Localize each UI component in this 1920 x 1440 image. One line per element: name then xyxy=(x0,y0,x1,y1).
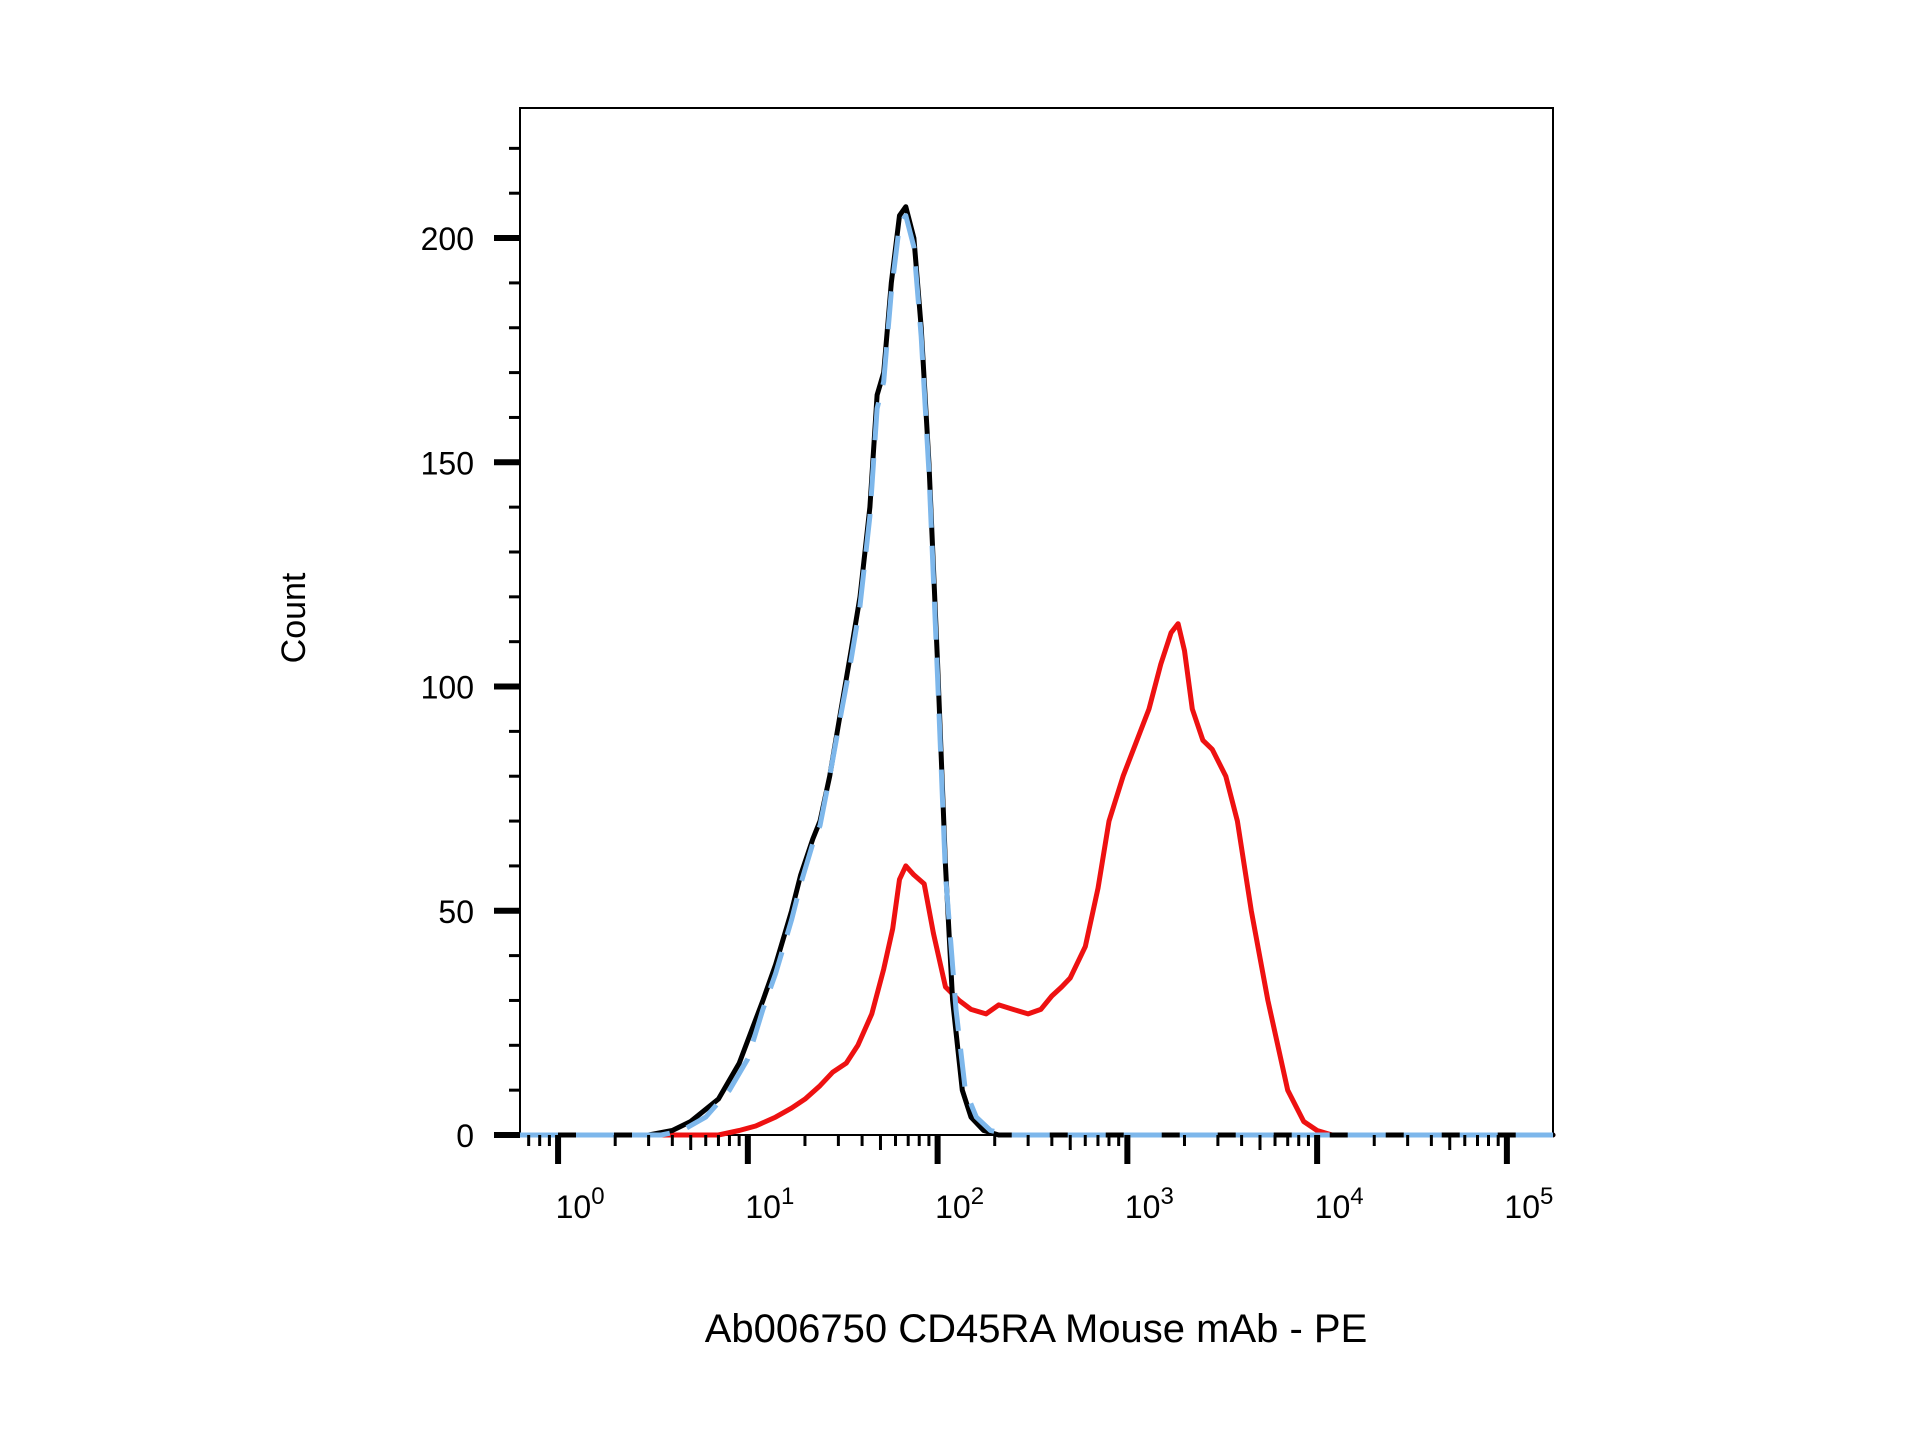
series-line-1 xyxy=(517,204,1556,1138)
x-axis-title: Ab006750 CD45RA Mouse mAb - PE xyxy=(705,1307,1368,1351)
plot-frame xyxy=(519,107,1554,1136)
y-tick-label: 150 xyxy=(421,445,474,481)
y-tick-label: 100 xyxy=(421,670,474,706)
y-axis-title: Count xyxy=(275,572,313,663)
series-line-3 xyxy=(517,621,1556,1138)
y-tick-label: 50 xyxy=(438,894,474,930)
x-tick-label: 102 xyxy=(935,1183,984,1225)
x-tick-label: 104 xyxy=(1315,1183,1364,1225)
series-layer xyxy=(517,204,1556,1138)
series-line-2 xyxy=(520,213,1553,1138)
x-tick-label: 101 xyxy=(745,1183,794,1225)
y-tick-label: 200 xyxy=(421,221,474,257)
x-tick-label: 103 xyxy=(1125,1183,1174,1225)
x-tick-label: 105 xyxy=(1504,1183,1553,1225)
plot-area-border xyxy=(519,107,1554,1136)
x-axis: 100 101 102 103 104 105 xyxy=(527,1135,1553,1225)
x-tick-label: 100 xyxy=(556,1183,605,1225)
y-axis: 0 50 100 150 200 xyxy=(421,146,520,1154)
y-tick-label: 0 xyxy=(456,1118,474,1154)
